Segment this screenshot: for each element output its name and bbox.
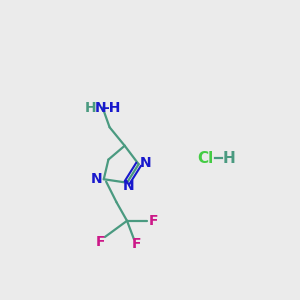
- Text: N: N: [140, 156, 152, 170]
- Text: H: H: [223, 151, 236, 166]
- Text: H: H: [85, 100, 97, 115]
- Text: Cl: Cl: [197, 151, 213, 166]
- Text: F: F: [95, 235, 105, 249]
- Text: F: F: [132, 237, 141, 251]
- Text: N: N: [91, 172, 103, 186]
- Text: F: F: [149, 214, 158, 228]
- Text: N: N: [94, 100, 106, 115]
- Text: -H: -H: [103, 100, 121, 115]
- Text: N: N: [122, 179, 134, 193]
